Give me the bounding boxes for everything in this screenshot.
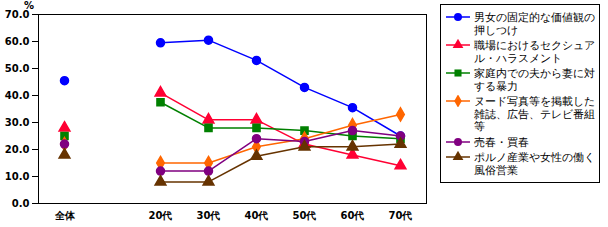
svg-text:40.0: 40.0 (5, 90, 30, 101)
svg-text:40代: 40代 (245, 210, 269, 221)
html-text:ポルノ産業や女性の働く風俗営業: ポルノ産業や女性の働く風俗営業 (474, 151, 595, 176)
html-text:ヌード写真等を掲載した雑誌、広告、テレビ番組等: ヌード写真等を掲載した雑誌、広告、テレビ番組等 (474, 95, 595, 132)
html-text:家庭内での夫から妻に対する暴力: 家庭内での夫から妻に対する暴力 (474, 67, 595, 92)
html-text:職場におけるセクシュアル・ハラスメント: 職場におけるセクシュアル・ハラスメント (474, 39, 595, 64)
svg-text:0.0: 0.0 (12, 198, 30, 209)
svg-text:30代: 30代 (197, 210, 221, 221)
svg-text:70代: 70代 (389, 210, 413, 221)
svg-text:20.0: 20.0 (5, 144, 30, 155)
svg-text:70.0: 70.0 (5, 9, 30, 20)
svg-text:50.0: 50.0 (5, 63, 30, 74)
svg-text:全体: 全体 (54, 210, 76, 221)
svg-text:60代: 60代 (341, 210, 365, 221)
html-text:男女の固定的な価値観の押しつけ: 男女の固定的な価値観の押しつけ (474, 11, 595, 36)
svg-text:20代: 20代 (149, 210, 173, 221)
html-text:売春・買春: 売春・買春 (474, 135, 529, 148)
svg-text:30.0: 30.0 (5, 117, 30, 128)
svg-text:60.0: 60.0 (5, 36, 30, 47)
svg-text:50代: 50代 (293, 210, 317, 221)
svg-text:10.0: 10.0 (5, 171, 30, 182)
